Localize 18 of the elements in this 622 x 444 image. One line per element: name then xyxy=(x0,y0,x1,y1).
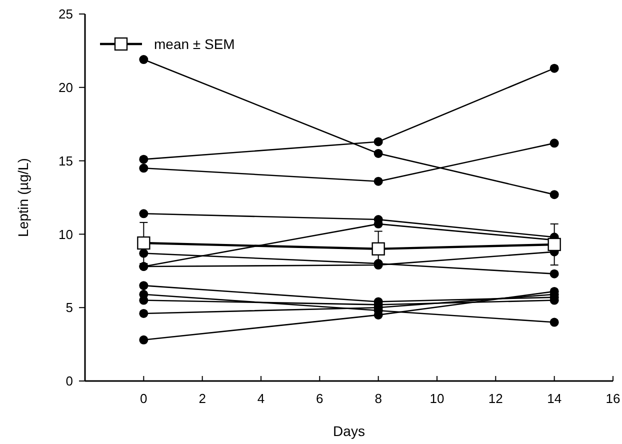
y-tick-label: 25 xyxy=(58,6,73,22)
y-tick-label: 15 xyxy=(58,153,73,168)
x-tick-label: 12 xyxy=(488,391,503,406)
x-tick-label: 10 xyxy=(430,391,444,406)
x-axis-title: Days xyxy=(333,423,365,439)
y-tick-label: 0 xyxy=(66,374,73,389)
y-axis-title: Leptin (µg/L) xyxy=(15,158,31,237)
y-tick-label: 10 xyxy=(58,226,73,242)
x-tick-label: 6 xyxy=(316,391,324,406)
x-tick-label: 2 xyxy=(198,391,206,406)
x-tick-label: 0 xyxy=(140,391,148,406)
x-tick-label: 4 xyxy=(257,391,265,406)
y-tick-label: 20 xyxy=(58,80,73,95)
x-tick-label: 16 xyxy=(606,391,620,406)
legend-label: mean ± SEM xyxy=(154,36,235,52)
y-tick-label: 5 xyxy=(66,300,73,316)
x-tick-label: 14 xyxy=(547,391,562,406)
x-tick-label: 8 xyxy=(374,391,382,406)
